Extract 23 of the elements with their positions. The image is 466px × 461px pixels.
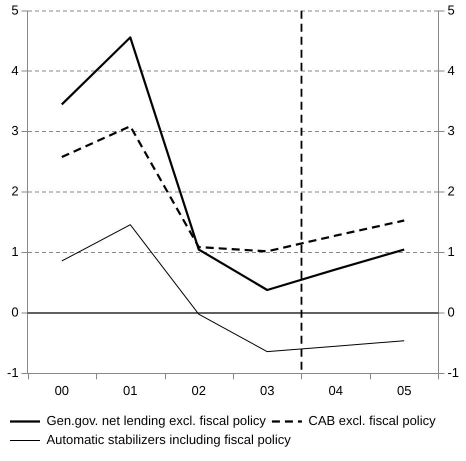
y2-tick-label: -1 [447,364,460,380]
legend-label: Gen.gov. net lending excl. fiscal policy [46,413,266,428]
y-tick-label: 1 [11,244,19,260]
y2-tick-label: 4 [447,62,455,78]
y-tick-label: 5 [11,2,19,18]
y-tick-label: 3 [11,123,19,138]
legend-label: CAB excl. fiscal policy [308,413,436,428]
y-tick-label: 4 [11,62,19,78]
y2-tick-label: 3 [447,123,455,138]
y2-tick-label: 0 [447,304,455,320]
x-tick-label: 04 [328,382,343,398]
x-tick-label: 05 [396,382,412,398]
x-tick-label: 00 [54,382,70,398]
legend-label: Automatic stabilizers including fiscal policy [46,432,292,448]
y-tick-label: 2 [11,184,19,199]
x-tick-label: 02 [192,382,206,398]
y2-tick-label: 5 [447,2,455,18]
x-tick-label: 01 [123,382,138,398]
y-tick-label: -1 [6,364,19,380]
x-tick-label: 03 [260,382,274,398]
y2-tick-label: 1 [447,244,455,260]
y-tick-label: 0 [11,304,19,320]
y2-tick-label: 2 [447,184,455,199]
